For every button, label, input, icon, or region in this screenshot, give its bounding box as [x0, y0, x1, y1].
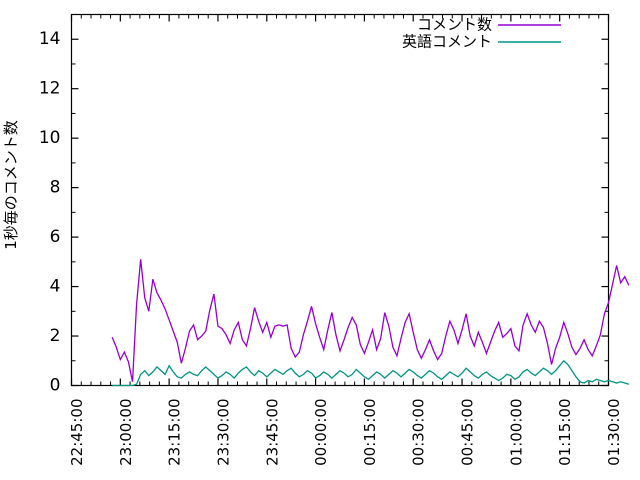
x-axis-tick-labels: 22:45:00 23:00:00 23:15:00 23:30:00 23:45:00… [68, 399, 623, 466]
series-line-2 [112, 359, 630, 387]
y-tick-label: 4 [50, 277, 61, 297]
x-tick-label: 23:15:00 [166, 399, 184, 466]
y-axis-tick-labels: 0 2 4 6 8 10 12 14 [39, 29, 61, 395]
x-tick-label: 23:00:00 [117, 399, 135, 466]
x-tick-label: 01:30:00 [605, 399, 623, 466]
plot-frame [70, 13, 610, 387]
y-tick-label: 6 [50, 227, 61, 247]
plot-border [70, 13, 610, 387]
y-axis-ticks [71, 38, 609, 387]
x-tick-label: 23:45:00 [263, 399, 281, 466]
y-tick-label: 8 [50, 178, 61, 198]
y-tick-label: 10 [39, 128, 61, 148]
data-series-group [111, 259, 630, 387]
y-tick-label: 0 [50, 376, 61, 396]
legend-label-2: 英語コメント [402, 33, 492, 51]
series-line-1 [111, 259, 630, 382]
x-tick-label: 00:30:00 [410, 399, 428, 466]
x-tick-label: 00:15:00 [361, 399, 379, 466]
x-tick-label: 22:45:00 [68, 399, 86, 466]
legend-label-1: コメント数 [417, 16, 492, 34]
x-tick-label: 01:15:00 [556, 399, 574, 466]
x-tick-label: 00:00:00 [312, 399, 330, 466]
y-tick-label: 2 [50, 326, 61, 346]
y-tick-label: 12 [39, 79, 61, 99]
y-tick-label: 14 [39, 29, 61, 49]
y-axis-title: 1秒毎のコメント数 [2, 120, 20, 250]
x-tick-label: 23:30:00 [214, 399, 232, 466]
x-axis-ticks [70, 14, 610, 386]
x-tick-label: 01:00:00 [507, 399, 525, 466]
x-tick-label: 00:45:00 [459, 399, 477, 466]
